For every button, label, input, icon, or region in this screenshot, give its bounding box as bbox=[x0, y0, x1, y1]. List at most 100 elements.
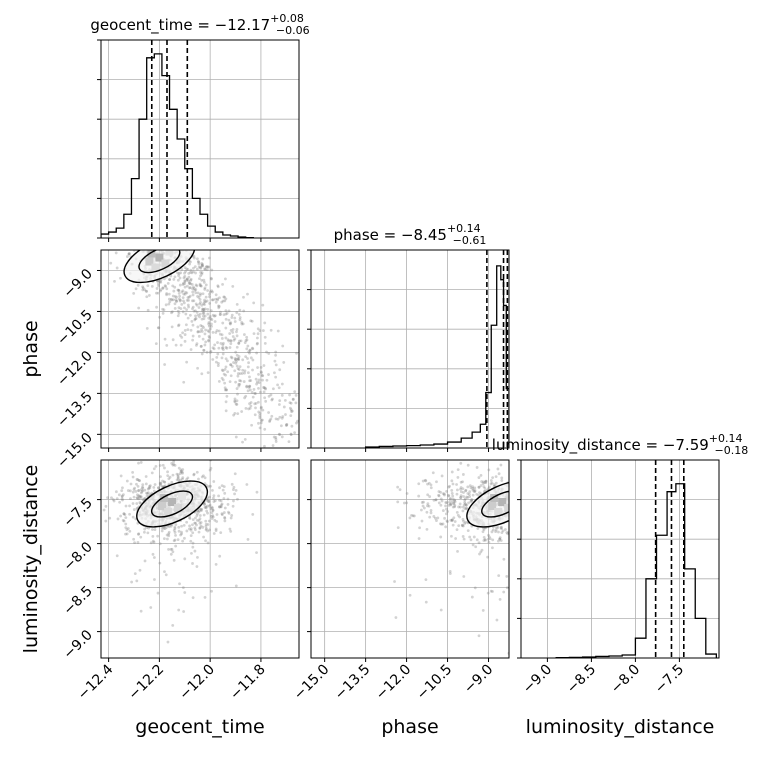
scatter-point bbox=[221, 345, 225, 349]
scatter-point bbox=[456, 550, 459, 553]
scatter-point bbox=[224, 309, 228, 313]
scatter-point bbox=[150, 239, 153, 242]
scatter-point bbox=[488, 537, 492, 541]
scatter-point bbox=[119, 474, 123, 478]
scatter-point bbox=[244, 339, 248, 342]
scatter-point bbox=[231, 328, 235, 331]
scatter-point bbox=[531, 502, 534, 505]
scatter-point bbox=[217, 306, 221, 310]
scatter-point bbox=[553, 512, 556, 515]
scatter-point bbox=[224, 326, 228, 330]
scatter-point bbox=[478, 491, 481, 495]
scatter-point bbox=[199, 344, 203, 348]
scatter-point bbox=[525, 504, 528, 507]
scatter-point bbox=[182, 276, 186, 280]
scatter-point bbox=[206, 499, 210, 503]
scatter-point bbox=[557, 505, 560, 508]
scatter-point bbox=[274, 436, 278, 439]
scatter-point bbox=[526, 513, 529, 516]
scatter-point bbox=[219, 505, 223, 509]
scatter-point bbox=[206, 329, 210, 333]
scatter-point bbox=[120, 495, 124, 498]
scatter-point bbox=[221, 341, 225, 345]
scatter-point bbox=[257, 410, 261, 414]
scatter-point bbox=[219, 310, 222, 314]
scatter-point bbox=[470, 499, 473, 503]
scatter-point bbox=[471, 485, 475, 489]
scatter-point bbox=[536, 511, 539, 514]
scatter-point bbox=[241, 368, 245, 372]
scatter-points bbox=[393, 461, 623, 655]
scatter-point bbox=[188, 313, 192, 317]
scatter-point bbox=[182, 292, 186, 296]
scatter-point bbox=[483, 538, 487, 541]
scatter-point bbox=[494, 530, 498, 534]
scatter-point bbox=[191, 307, 194, 311]
scatter-point bbox=[224, 409, 228, 413]
scatter-point bbox=[464, 488, 468, 492]
scatter-point bbox=[258, 426, 262, 430]
scatter-point bbox=[477, 485, 481, 489]
scatter-point bbox=[151, 552, 155, 556]
scatter-point bbox=[531, 504, 534, 507]
scatter-point bbox=[199, 324, 203, 327]
scatter-point bbox=[230, 313, 234, 317]
histogram-step bbox=[364, 265, 509, 448]
scatter-point bbox=[463, 498, 467, 502]
scatter-point bbox=[279, 424, 283, 428]
scatter-point bbox=[554, 507, 557, 510]
scatter-point bbox=[161, 307, 165, 311]
scatter-point bbox=[209, 507, 213, 510]
scatter-point bbox=[455, 528, 459, 532]
scatter-point bbox=[169, 548, 173, 551]
scatter-point bbox=[156, 326, 160, 330]
scatter-point bbox=[544, 530, 547, 533]
scatter-point bbox=[198, 312, 202, 316]
scatter-point bbox=[207, 504, 211, 508]
scatter-point bbox=[443, 516, 446, 520]
scatter-point bbox=[236, 374, 240, 378]
scatter-point bbox=[180, 524, 183, 528]
scatter-point bbox=[441, 492, 445, 496]
scatter-point bbox=[544, 503, 547, 506]
scatter-point bbox=[531, 531, 534, 534]
scatter-point bbox=[620, 478, 623, 481]
scatter-point bbox=[518, 481, 521, 484]
scatter-point bbox=[210, 517, 214, 520]
scatter-point bbox=[145, 491, 148, 495]
scatter-point bbox=[448, 484, 451, 488]
scatter-point bbox=[464, 506, 468, 510]
scatter-point bbox=[261, 329, 265, 332]
scatter-point bbox=[202, 308, 206, 312]
scatter-point bbox=[245, 335, 249, 339]
scatter-point bbox=[173, 538, 177, 542]
scatter-point bbox=[255, 551, 258, 555]
scatter-point bbox=[206, 541, 210, 545]
scatter-point bbox=[159, 280, 163, 284]
scatter-point bbox=[163, 363, 167, 366]
scatter-point bbox=[502, 557, 506, 561]
scatter-point bbox=[559, 491, 562, 494]
scatter-point bbox=[482, 535, 486, 539]
scatter-point bbox=[192, 254, 196, 258]
scatter-point bbox=[538, 525, 541, 528]
scatter-point bbox=[524, 509, 527, 512]
x-tick-label: −9.0 bbox=[520, 662, 555, 697]
scatter-point bbox=[541, 510, 544, 513]
scatter-point bbox=[267, 373, 270, 376]
scatter-point bbox=[290, 424, 294, 428]
scatter-point bbox=[244, 406, 248, 410]
scatter-point bbox=[437, 493, 440, 497]
scatter-point bbox=[170, 298, 174, 302]
scatter-point bbox=[461, 509, 465, 513]
scatter-point bbox=[498, 597, 502, 601]
scatter-point bbox=[180, 243, 183, 246]
scatter-point bbox=[203, 268, 207, 271]
scatter-point bbox=[167, 245, 170, 248]
scatter-point bbox=[450, 470, 454, 474]
scatter-point bbox=[528, 512, 531, 515]
scatter-point bbox=[464, 502, 467, 506]
scatter-point bbox=[135, 478, 139, 481]
scatter-point bbox=[515, 508, 518, 511]
scatter-point bbox=[426, 482, 429, 486]
